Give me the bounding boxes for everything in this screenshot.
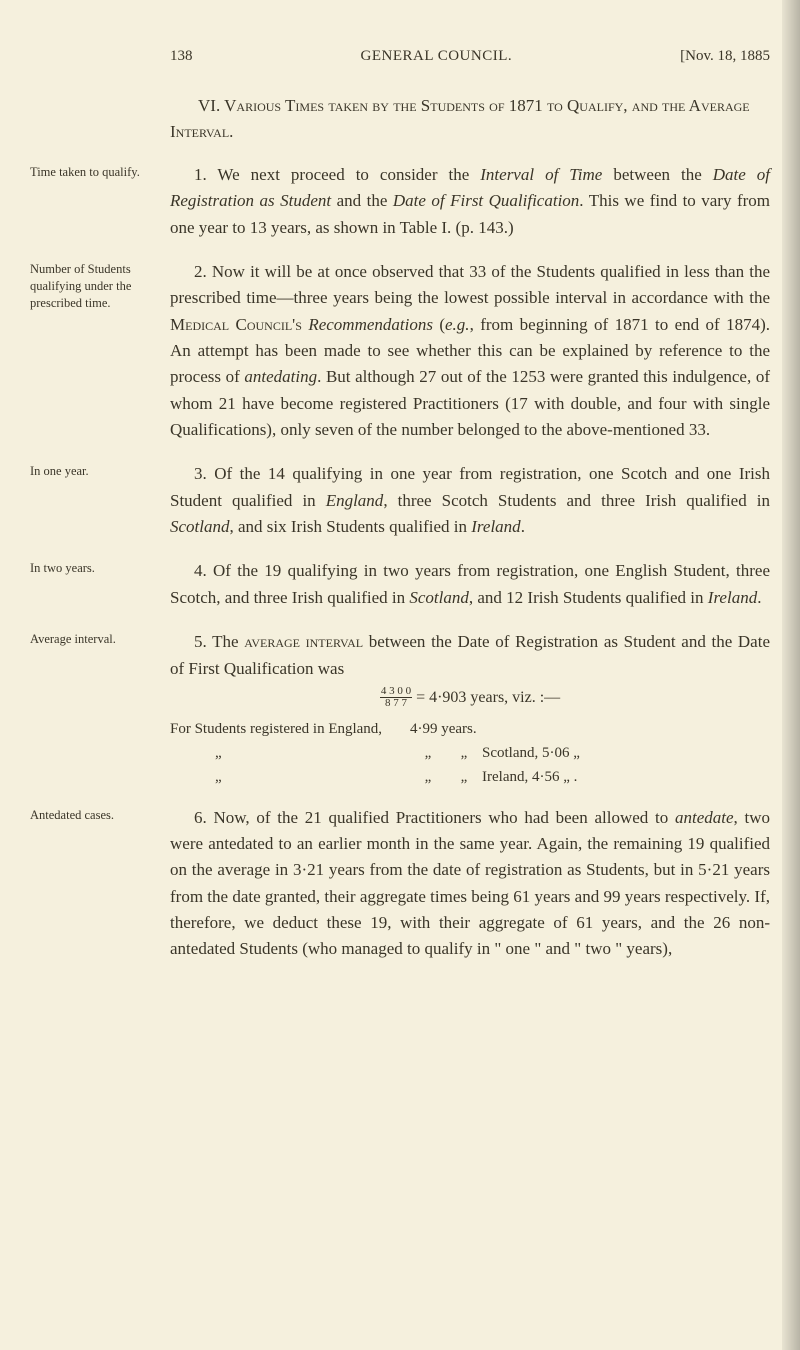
table-row: „ „ „ Ireland, 4·56 „ .: [170, 765, 770, 789]
body-text: 2. Now it will be at once observed that …: [170, 259, 770, 443]
body-text: 6. Now, of the 21 qualified Practitioner…: [170, 805, 770, 963]
cell: „: [446, 765, 482, 789]
cell: Scotland, 5·06 „: [482, 741, 770, 765]
table-row: For Students registered in England, 4·99…: [170, 717, 770, 741]
margin-note: Antedated cases.: [30, 805, 170, 963]
formula-result: = 4·903 years, viz. :—: [412, 689, 560, 706]
cell: Ireland, 4·56 „ .: [482, 765, 770, 789]
cell: „: [446, 741, 482, 765]
para-4: In two years. 4. Of the 19 qualifying in…: [30, 558, 770, 611]
table-row: „ „ „ Scotland, 5·06 „: [170, 741, 770, 765]
para-3: In one year. 3. Of the 14 qualifying in …: [30, 461, 770, 540]
fraction-numerator: 4 3 0 0: [380, 686, 412, 698]
page: 138 GENERAL COUNCIL. [Nov. 18, 1885 VI. …: [0, 0, 800, 1021]
formula: 4 3 0 0 8 7 7 = 4·903 years, viz. :—: [170, 686, 770, 711]
page-number: 138: [170, 48, 193, 65]
margin-note: Number of Students qualifying under the …: [30, 259, 170, 443]
cell: 4·99 years.: [410, 717, 770, 741]
header-title: GENERAL COUNCIL.: [361, 48, 513, 65]
cell: „: [170, 741, 410, 765]
section-title: VI. Various Times taken by the Students …: [170, 93, 770, 144]
margin-note: In two years.: [30, 558, 170, 611]
cell: For Students registered in England,: [170, 717, 410, 741]
body-text: 1. We next proceed to consider the Inter…: [170, 162, 770, 241]
body-text: 5. The average interval between the Date…: [170, 629, 770, 682]
students-table: For Students registered in England, 4·99…: [170, 717, 770, 789]
margin-note: Time taken to qualify.: [30, 162, 170, 241]
para-1: Time taken to qualify. 1. We next procee…: [30, 162, 770, 241]
cell: „: [410, 741, 446, 765]
section-roman: VI.: [198, 96, 220, 115]
fraction-denominator: 8 7 7: [380, 698, 412, 709]
section-title-text: Various Times taken by the Students of 1…: [170, 96, 750, 141]
fraction: 4 3 0 0 8 7 7: [380, 686, 412, 709]
para-5: Average interval. 5. The average interva…: [30, 629, 770, 682]
header-date: [Nov. 18, 1885: [680, 48, 770, 65]
body-text: 3. Of the 14 qualifying in one year from…: [170, 461, 770, 540]
margin-note: Average interval.: [30, 629, 170, 682]
para-6: Antedated cases. 6. Now, of the 21 quali…: [30, 805, 770, 963]
cell: „: [170, 765, 410, 789]
page-edge-shadow: [782, 0, 800, 1350]
running-header: 138 GENERAL COUNCIL. [Nov. 18, 1885: [170, 48, 770, 65]
cell: „: [410, 765, 446, 789]
para-2: Number of Students qualifying under the …: [30, 259, 770, 443]
margin-note: In one year.: [30, 461, 170, 540]
body-text: 4. Of the 19 qualifying in two years fro…: [170, 558, 770, 611]
